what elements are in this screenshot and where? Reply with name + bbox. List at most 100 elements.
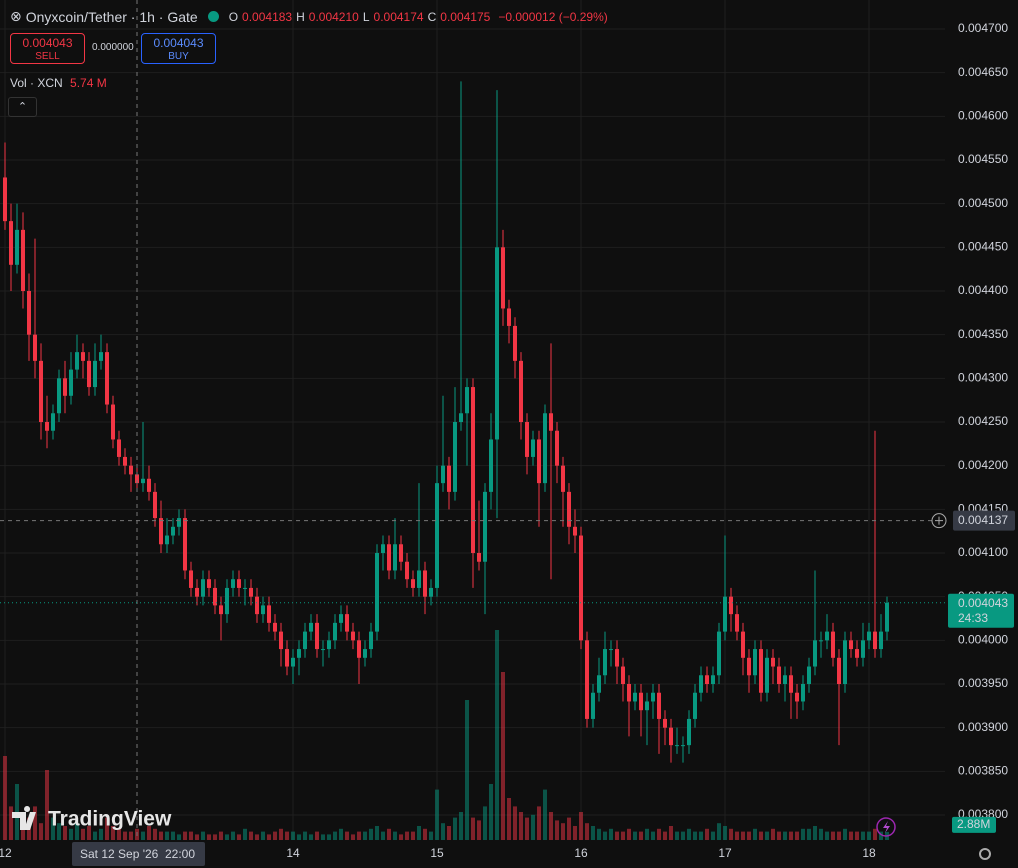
- candle-body: [861, 640, 865, 658]
- candle-body: [159, 518, 163, 545]
- volume-bar: [759, 831, 763, 840]
- h-label: H: [296, 9, 305, 24]
- candle-body: [843, 640, 847, 684]
- candle-body: [291, 657, 295, 667]
- candle-body: [771, 657, 775, 667]
- volume-bar: [39, 823, 43, 840]
- volume-bar: [279, 828, 283, 840]
- volume-bar: [387, 828, 391, 840]
- volume-last-label: 2.88M: [957, 817, 990, 831]
- candle-body: [3, 177, 7, 222]
- volume-bar: [285, 831, 289, 840]
- volume-bar: [873, 828, 877, 840]
- volume-bar: [375, 826, 379, 840]
- grid: [0, 0, 945, 840]
- spread: 0.000000: [92, 42, 134, 53]
- y-tick-label: 0.003950: [958, 676, 1008, 690]
- volume-bar: [399, 834, 403, 840]
- volume-bar: [567, 817, 571, 840]
- volume-bar: [807, 828, 811, 840]
- volume-bar: [519, 812, 523, 840]
- candle-body: [447, 465, 451, 492]
- volume-bar: [273, 831, 277, 840]
- volume-bar: [513, 806, 517, 840]
- volume-bar: [261, 831, 265, 840]
- volume-bar: [549, 812, 553, 840]
- candle-body: [339, 614, 343, 623]
- volume-bar: [651, 831, 655, 840]
- candle-body: [189, 570, 193, 588]
- volume-bar: [591, 826, 595, 840]
- volume-bar: [381, 831, 385, 840]
- candle-body: [147, 478, 151, 492]
- candle-body: [225, 587, 229, 615]
- volume-bar: [303, 831, 307, 840]
- x-tick-label: 14: [286, 846, 300, 860]
- volume-bar: [453, 817, 457, 840]
- high: 0.004210: [308, 9, 359, 24]
- candle-body: [801, 684, 805, 702]
- volume-bar: [729, 828, 733, 840]
- candle-body: [549, 413, 553, 431]
- buy-button[interactable]: 0.004043 BUY: [141, 33, 216, 64]
- volume-bar: [783, 831, 787, 840]
- collapse-button[interactable]: ⌃: [8, 97, 37, 117]
- x-tick-label: 16: [574, 846, 588, 860]
- candle-body: [489, 439, 493, 492]
- volume-bar: [321, 834, 325, 840]
- candle-body: [699, 675, 703, 693]
- volume-bar: [165, 831, 169, 840]
- volume-bar: [705, 828, 709, 840]
- buy-label: BUY: [168, 51, 189, 62]
- candle-body: [207, 579, 211, 588]
- alert-icon[interactable]: [876, 817, 896, 837]
- sell-button[interactable]: 0.004043 SELL: [10, 33, 85, 64]
- candle-body: [81, 352, 85, 361]
- volume-bar: [777, 831, 781, 840]
- volume-bar: [495, 630, 499, 840]
- volume-bar: [561, 823, 565, 840]
- volume-bar: [351, 834, 355, 840]
- sell-price: 0.004043: [22, 36, 73, 50]
- volume-bar: [309, 834, 313, 840]
- volume-bar: [819, 828, 823, 840]
- candle-body: [117, 439, 121, 457]
- candle-body: [819, 640, 823, 642]
- volume-bar: [75, 823, 79, 840]
- candle-body: [789, 675, 793, 693]
- volume-label-box: [952, 816, 996, 833]
- x-tick-label: 15: [430, 846, 444, 860]
- volume-bar: [417, 826, 421, 840]
- volume-bar: [687, 828, 691, 840]
- candle-body: [885, 602, 889, 632]
- sell-label: SELL: [35, 51, 60, 62]
- candle-body: [315, 622, 319, 650]
- volume-bar: [213, 834, 217, 840]
- volume-bar: [543, 789, 547, 840]
- volume-bar: [327, 834, 331, 840]
- o-label: O: [228, 9, 239, 24]
- volume-bar: [405, 831, 409, 840]
- candle-body: [129, 465, 133, 475]
- candle-body: [393, 544, 397, 571]
- candle-body: [681, 745, 685, 747]
- volume-bar: [99, 828, 103, 840]
- last-price-box: [948, 593, 1014, 628]
- candle-body: [135, 474, 139, 484]
- settings-icon[interactable]: [979, 848, 991, 860]
- volume-bar: [423, 828, 427, 840]
- volume-bar: [633, 831, 637, 840]
- volume-bar: [51, 817, 55, 840]
- volume-bar: [627, 828, 631, 840]
- candle-body: [867, 631, 871, 641]
- candle-body: [471, 387, 475, 553]
- volume-bar: [315, 831, 319, 840]
- candle-body: [795, 692, 799, 702]
- candle-body: [303, 631, 307, 650]
- volume-bar: [339, 828, 343, 840]
- y-tick-label: 0.004250: [958, 414, 1008, 428]
- candle-body: [825, 631, 829, 641]
- candle-body: [711, 675, 715, 684]
- volume-bar: [111, 826, 115, 840]
